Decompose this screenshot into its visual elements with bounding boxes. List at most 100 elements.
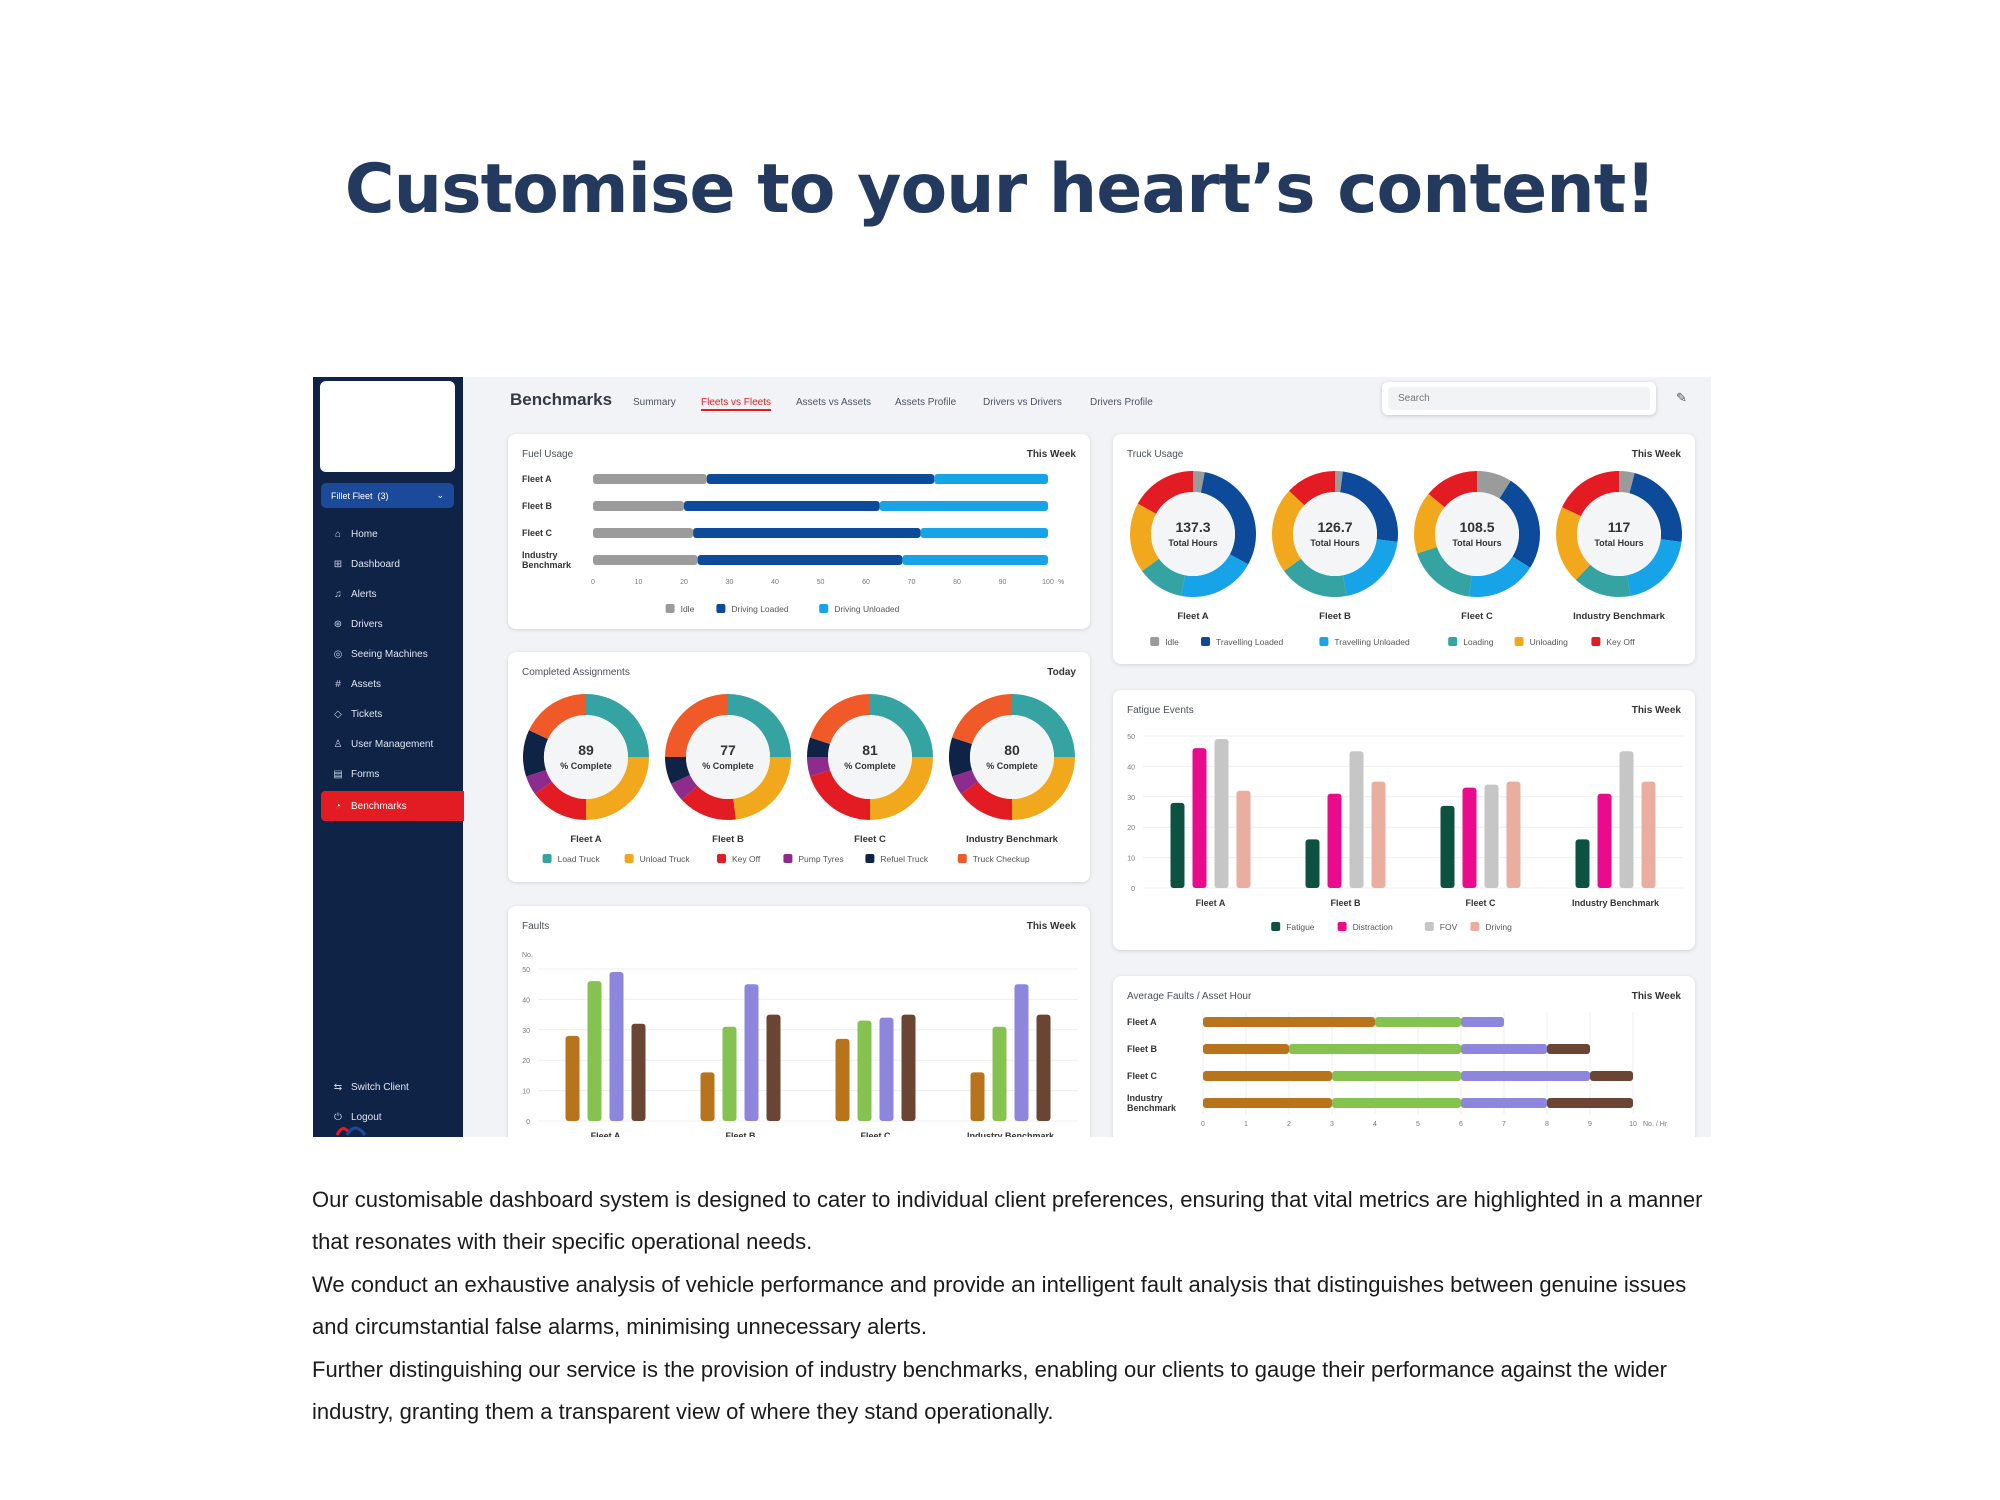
bar [700, 1072, 715, 1121]
bar [1327, 793, 1342, 888]
tab-assets-profile[interactable]: Assets Profile [895, 397, 957, 408]
donut-total: 89 [578, 742, 594, 758]
legend-label: FOV [1440, 922, 1458, 932]
donut-slice [810, 694, 870, 745]
donut-center [1293, 492, 1377, 576]
bar-segment [1461, 1098, 1547, 1108]
tick-label: 20 [680, 579, 688, 586]
sidebar-item-alerts[interactable]: ♫ Alerts [321, 581, 464, 607]
tab-assets-vs-assets[interactable]: Assets vs Assets [796, 397, 872, 408]
sidebar-item-label: Alerts [351, 588, 377, 600]
bar-segment [1375, 1017, 1461, 1027]
dashboard-screenshot: Fillet Fleet (3) ⌄ ⌂ Home ⊞ Dashboard ♫ Ale… [313, 377, 1711, 1137]
legend-label: Travelling Loaded [1216, 637, 1284, 647]
bar-segment [1332, 1098, 1461, 1108]
sidebar-item-label: User Management [351, 738, 434, 750]
legend-swatch [1514, 637, 1524, 646]
legend-swatch [717, 854, 726, 863]
bar [901, 1014, 916, 1121]
donut-group-label: Industry Benchmark [1573, 611, 1666, 622]
bar [1575, 839, 1590, 888]
donut-slice [1414, 493, 1445, 554]
tick-label: 6 [1459, 1121, 1463, 1128]
donut-slice [1342, 539, 1398, 596]
body-paragraph: Further distinguishing our service is th… [312, 1357, 1667, 1424]
card-title: Fatigue Events [1127, 705, 1194, 716]
card-period: This Week [1631, 991, 1681, 1002]
bar [1597, 793, 1612, 888]
tick-label: 1 [1244, 1121, 1248, 1128]
donut-slice [535, 781, 586, 820]
legend-label: Distraction [1353, 922, 1393, 932]
sidebar-item-drivers[interactable]: ⊛ Drivers [321, 611, 464, 637]
user-icon: ♙ [333, 738, 343, 750]
tick-label: 30 [1127, 795, 1135, 802]
bar [992, 1026, 1007, 1121]
dashboard-icon: ⊞ [333, 558, 343, 570]
bar-segment [593, 528, 694, 538]
sidebar-item-assets[interactable]: # Assets [321, 671, 464, 697]
donut-slice [1130, 503, 1160, 572]
bar [1619, 751, 1634, 888]
legend-label: Loading [1463, 637, 1494, 647]
fleet-select-label: Fillet Fleet [331, 490, 373, 501]
legend-swatch [1448, 637, 1458, 646]
tick-label: 50 [1127, 734, 1135, 741]
donut-center [1435, 492, 1519, 576]
search-input[interactable] [1388, 387, 1650, 410]
donut-slice [1340, 471, 1398, 542]
sidebar-item-home[interactable]: ⌂ Home [321, 521, 464, 547]
legend-swatch [819, 604, 829, 613]
donut-center-label: Total Hours [1452, 538, 1501, 548]
sidebar-item-user-management[interactable]: ♙ User Management [321, 731, 464, 757]
donut-slice [1137, 471, 1193, 514]
tab-fleets-vs-fleets[interactable]: Fleets vs Fleets [701, 397, 772, 408]
pencil-icon[interactable]: ✎ [1676, 390, 1687, 405]
tab-summary[interactable]: Summary [633, 397, 676, 408]
bar-segment [1203, 1017, 1375, 1027]
category-label: Fleet B [725, 1131, 756, 1137]
donut-total: 77 [720, 742, 736, 758]
donut-center [1151, 492, 1235, 576]
bar [835, 1038, 850, 1121]
tab-drivers-profile[interactable]: Drivers Profile [1090, 397, 1153, 408]
tab-drivers-vs-drivers[interactable]: Drivers vs Drivers [983, 397, 1062, 408]
sidebar-item-benchmarks[interactable]: ◔ Benchmarks [321, 791, 464, 821]
tick-label: 0 [1201, 1121, 1205, 1128]
donut-center-label: Total Hours [1594, 538, 1643, 548]
card-period: This Week [1026, 449, 1076, 460]
chevron-down-icon: ⌄ [436, 490, 444, 500]
donut-slice [733, 757, 791, 820]
sidebar-item-dashboard[interactable]: ⊞ Dashboard [321, 551, 464, 577]
tick-label: 2 [1287, 1121, 1291, 1128]
bar [879, 1017, 894, 1121]
legend-swatch [1201, 637, 1210, 646]
legend-swatch [1424, 922, 1434, 931]
fleet-select[interactable]: Fillet Fleet (3) ⌄ [321, 483, 454, 508]
gauge-icon: ◔ [334, 800, 342, 812]
bar [1462, 787, 1477, 888]
steering-wheel-icon: ⊛ [333, 618, 343, 630]
card-title: Fuel Usage [522, 449, 574, 460]
tick-label: 80 [953, 579, 961, 586]
category-label: Fleet C [522, 528, 553, 538]
legend-swatch [1150, 637, 1160, 646]
donut-total: 108.5 [1459, 519, 1494, 535]
legend-label: Idle [681, 604, 695, 614]
tick-label: 10 [1629, 1121, 1637, 1128]
donut-center-label: Total Hours [1168, 538, 1217, 548]
sidebar-item-tickets[interactable]: ◇ Tickets [321, 701, 464, 727]
bar [1305, 839, 1320, 888]
legend-label: Driving Unloaded [834, 604, 899, 614]
tick-label: 4 [1373, 1121, 1377, 1128]
bar [766, 1014, 781, 1121]
card-title: Truck Usage [1127, 449, 1184, 460]
category-label: Fleet C [1127, 1071, 1158, 1081]
sidebar-item-forms[interactable]: ▤ Forms [321, 761, 464, 787]
sidebar: Fillet Fleet (3) ⌄ ⌂ Home ⊞ Dashboard ♫ Ale… [313, 377, 464, 1137]
donut-slice [728, 694, 791, 757]
sidebar-item-logout[interactable]: ⏻ Logout [321, 1104, 464, 1130]
sidebar-item-switch-client[interactable]: ⇆ Switch Client [321, 1074, 464, 1100]
sidebar-item-seeing-machines[interactable]: ◎ Seeing Machines [321, 641, 464, 667]
page-title: Benchmarks [510, 390, 613, 409]
